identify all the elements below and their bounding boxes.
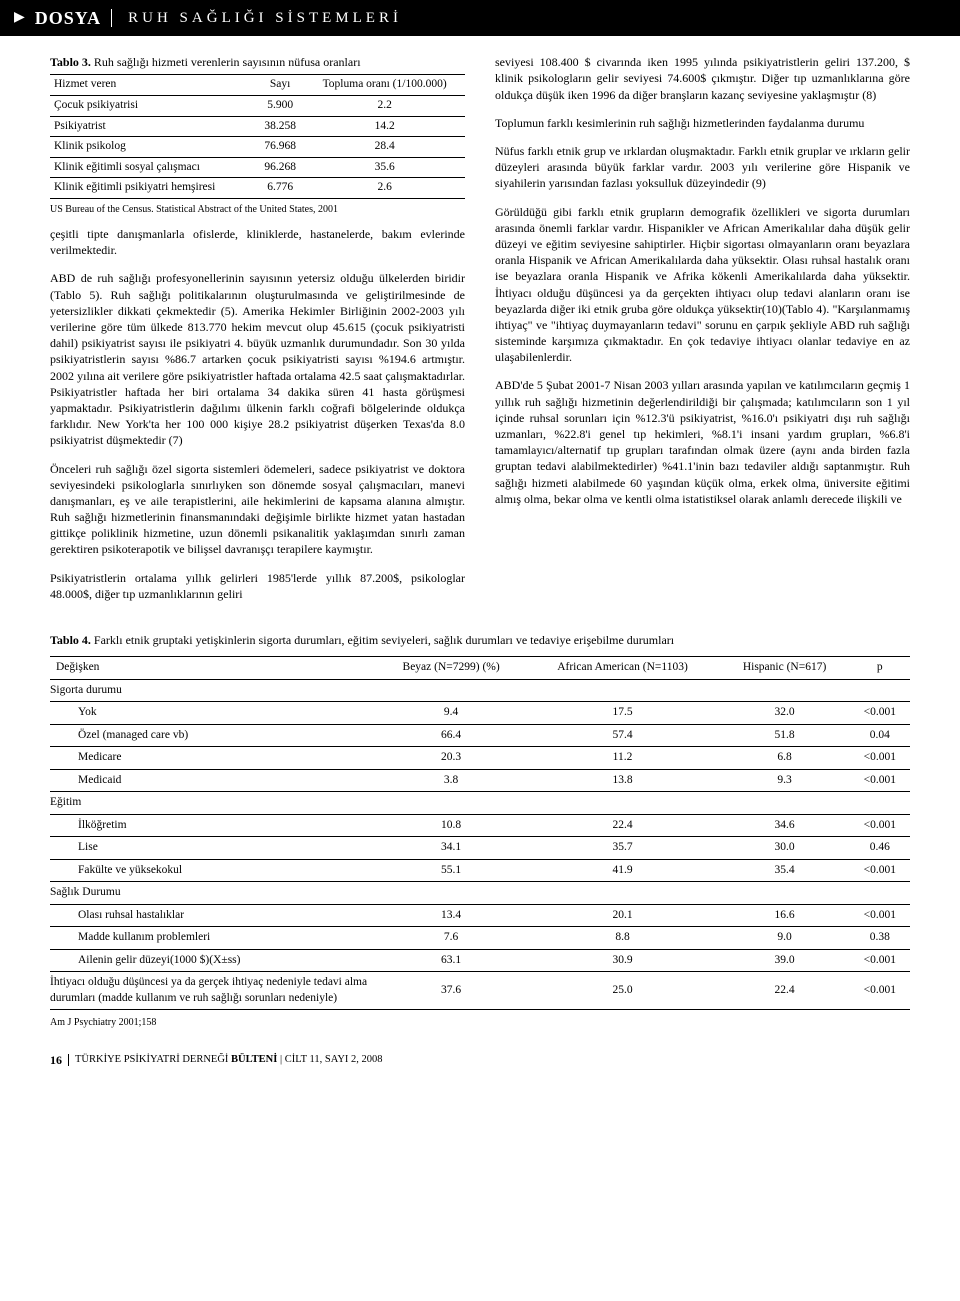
section-header: ▶ DOSYA RUH SAĞLIĞI SİSTEMLERİ bbox=[0, 0, 960, 36]
table-row: Fakülte ve yüksekokul55.141.935.4<0.001 bbox=[50, 859, 910, 882]
table4: Değişken Beyaz (N=7299) (%) African Amer… bbox=[50, 656, 910, 1010]
body-columns: Tablo 3. Ruh sağlığı hizmeti verenlerin … bbox=[50, 54, 910, 614]
t4-col0: Değişken bbox=[50, 657, 377, 680]
header-separator bbox=[111, 9, 112, 27]
t4-col3: Hispanic (N=617) bbox=[720, 657, 850, 680]
table-row: Ailenin gelir düzeyi(1000 $)(X±ss)63.130… bbox=[50, 949, 910, 972]
table3-source: US Bureau of the Census. Statistical Abs… bbox=[50, 203, 465, 217]
page-footer: 16 TÜRKİYE PSİKİYATRİ DERNEĞİ BÜLTENİ | … bbox=[50, 1052, 910, 1068]
left-p1: çeşitli tipte danışmanlarla ofislerde, k… bbox=[50, 226, 465, 258]
right-p1: seviyesi 108.400 $ civarında iken 1995 y… bbox=[495, 54, 910, 103]
table-row: Madde kullanım problemleri7.68.89.00.38 bbox=[50, 927, 910, 950]
right-p4: Görüldüğü gibi farklı etnik grupların de… bbox=[495, 204, 910, 366]
footer-journal-name: TÜRKİYE PSİKİYATRİ DERNEĞİ bbox=[75, 1054, 231, 1065]
footer-vol: | CİLT 11, SAYI 2, 2008 bbox=[277, 1054, 382, 1065]
footer-sep bbox=[68, 1054, 69, 1066]
table4-caption-rest: Farklı etnik gruptaki yetişkinlerin sigo… bbox=[91, 633, 674, 647]
t4-col2: African American (N=1103) bbox=[525, 657, 719, 680]
t3-col2: Topluma oranı (1/100.000) bbox=[304, 75, 465, 96]
table-row: Medicare20.311.26.8<0.001 bbox=[50, 747, 910, 770]
left-p4: Psikiyatristlerin ortalama yıllık gelirl… bbox=[50, 570, 465, 602]
table-row: Yok9.417.532.0<0.001 bbox=[50, 702, 910, 725]
table3-caption-bold: Tablo 3. bbox=[50, 55, 91, 69]
play-icon: ▶ bbox=[14, 9, 25, 28]
t4-col4: p bbox=[850, 657, 910, 680]
right-column: seviyesi 108.400 $ civarında iken 1995 y… bbox=[495, 54, 910, 614]
footer-journal-bulletin: BÜLTENİ bbox=[231, 1054, 277, 1065]
table4-caption: Tablo 4. Farklı etnik gruptaki yetişkinl… bbox=[50, 632, 910, 648]
table-row: İlköğretim10.822.434.6<0.001 bbox=[50, 814, 910, 837]
table4-source: Am J Psychiatry 2001;158 bbox=[50, 1016, 910, 1030]
table-row: Lise34.135.730.00.46 bbox=[50, 837, 910, 860]
page-number: 16 bbox=[50, 1052, 62, 1068]
table-row: İhtiyacı olduğu düşüncesi ya da gerçek i… bbox=[50, 972, 910, 1010]
header-subtitle: RUH SAĞLIĞI SİSTEMLERİ bbox=[128, 8, 402, 28]
table-row: Olası ruhsal hastalıklar13.420.116.6<0.0… bbox=[50, 904, 910, 927]
table4-block: Tablo 4. Farklı etnik gruptaki yetişkinl… bbox=[50, 632, 910, 1030]
table3-caption-rest: Ruh sağlığı hizmeti verenlerin sayısının… bbox=[91, 55, 361, 69]
table3-caption: Tablo 3. Ruh sağlığı hizmeti verenlerin … bbox=[50, 54, 465, 70]
table4-caption-bold: Tablo 4. bbox=[50, 633, 91, 647]
footer-journal: TÜRKİYE PSİKİYATRİ DERNEĞİ BÜLTENİ | CİL… bbox=[75, 1053, 383, 1067]
t3-col0: Hizmet veren bbox=[50, 75, 256, 96]
table-section-row: Sağlık Durumu bbox=[50, 882, 910, 905]
table-row: Klinik eğitimli sosyal çalışmacı96.26835… bbox=[50, 157, 465, 178]
table-section-row: Sigorta durumu bbox=[50, 679, 910, 702]
header-dosya: DOSYA bbox=[35, 6, 101, 30]
right-p5: ABD'de 5 Şubat 2001-7 Nisan 2003 yılları… bbox=[495, 377, 910, 507]
t4-col1: Beyaz (N=7299) (%) bbox=[377, 657, 526, 680]
left-column: Tablo 3. Ruh sağlığı hizmeti verenlerin … bbox=[50, 54, 465, 614]
table3: Hizmet veren Sayı Topluma oranı (1/100.0… bbox=[50, 74, 465, 198]
table-row: Klinik psikolog76.96828.4 bbox=[50, 137, 465, 158]
right-p3: Nüfus farklı etnik grup ve ırklardan olu… bbox=[495, 143, 910, 192]
t3-col1: Sayı bbox=[256, 75, 304, 96]
table-row: Medicaid3.813.89.3<0.001 bbox=[50, 769, 910, 792]
left-p3: Önceleri ruh sağlığı özel sigorta sistem… bbox=[50, 461, 465, 558]
table-row: Çocuk psikiyatrisi5.9002.2 bbox=[50, 96, 465, 117]
table-section-row: Eğitim bbox=[50, 792, 910, 815]
right-p2: Toplumun farklı kesimlerinin ruh sağlığı… bbox=[495, 115, 910, 131]
table-row: Psikiyatrist38.25814.2 bbox=[50, 116, 465, 137]
table3-block: Tablo 3. Ruh sağlığı hizmeti verenlerin … bbox=[50, 54, 465, 216]
table-row: Klinik eğitimli psikiyatri hemşiresi6.77… bbox=[50, 178, 465, 199]
table-row: Özel (managed care vb)66.457.451.80.04 bbox=[50, 724, 910, 747]
left-p2: ABD de ruh sağlığı profesyonellerinin sa… bbox=[50, 270, 465, 448]
